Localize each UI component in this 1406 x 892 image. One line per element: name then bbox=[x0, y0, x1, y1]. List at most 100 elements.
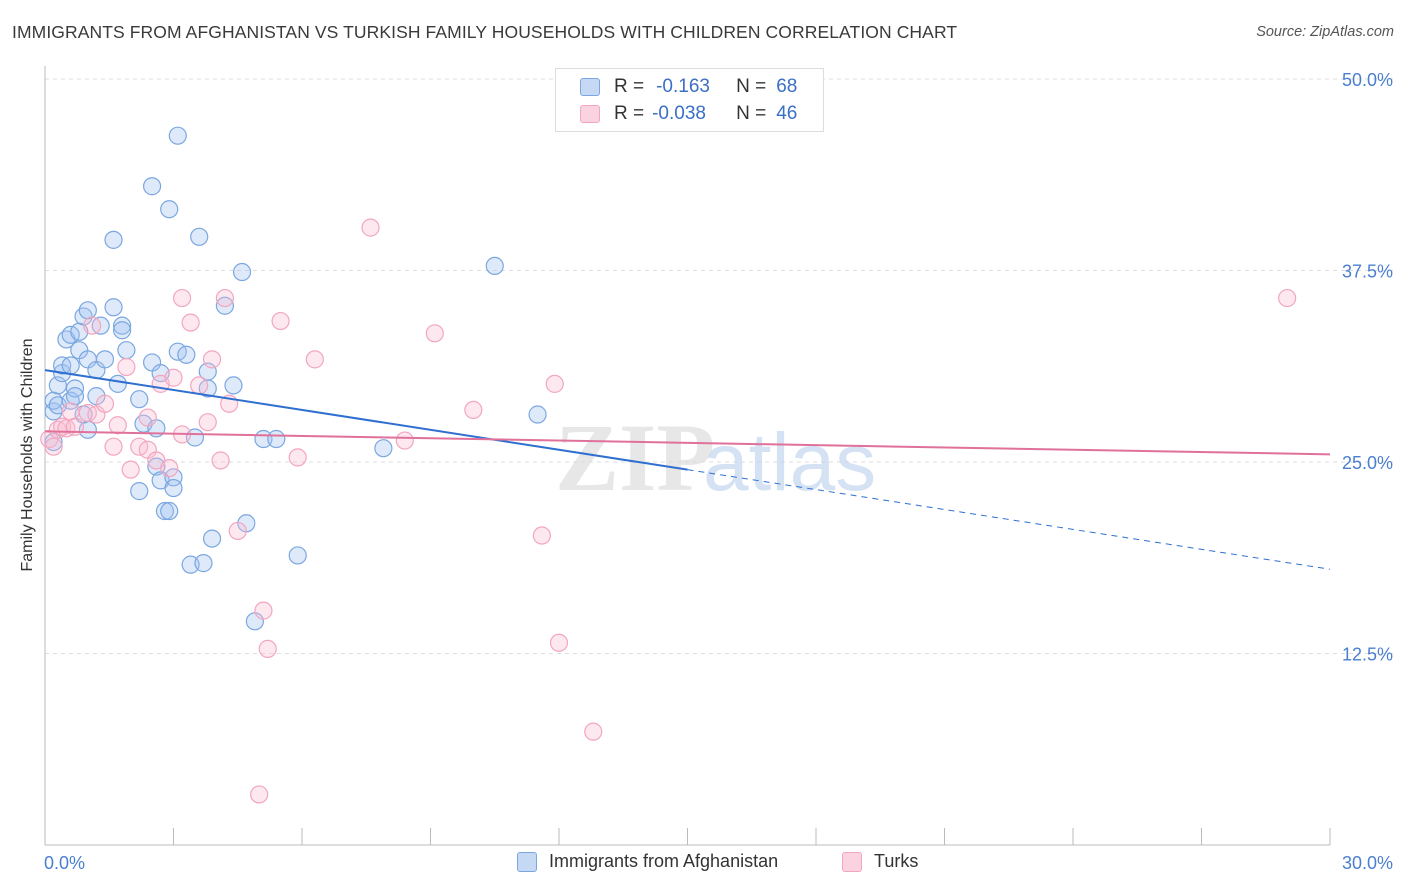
point-turks bbox=[198, 413, 217, 432]
point-turks bbox=[305, 350, 324, 369]
point-afghanistan bbox=[224, 376, 243, 395]
legend-n-label: N = bbox=[736, 76, 767, 97]
legend-item-turks: Turks bbox=[842, 851, 918, 872]
axes bbox=[44, 66, 1331, 846]
point-turks bbox=[271, 311, 290, 331]
point-turks bbox=[117, 357, 136, 377]
watermark-atlas: atlas bbox=[703, 417, 876, 508]
point-turks bbox=[121, 460, 140, 479]
point-turks bbox=[172, 288, 192, 308]
point-afghanistan bbox=[215, 296, 234, 315]
point-afghanistan bbox=[130, 482, 149, 501]
point-afghanistan bbox=[374, 439, 393, 458]
legend-r-label: R = bbox=[614, 103, 645, 124]
point-turks bbox=[211, 451, 230, 470]
y-tick-label: 50.0% bbox=[1342, 70, 1393, 90]
point-afghanistan bbox=[160, 501, 179, 521]
point-afghanistan bbox=[194, 554, 213, 573]
stats-legend: R = -0.163 N = 68 R = -0.038 N = 46 bbox=[555, 68, 824, 132]
watermark-zip: ZIP bbox=[555, 404, 715, 511]
grid-lines bbox=[45, 78, 1395, 654]
point-turks bbox=[61, 402, 80, 421]
y-tick-label: 25.0% bbox=[1342, 453, 1393, 473]
point-turks bbox=[83, 316, 102, 335]
legend-n-label: N = bbox=[736, 103, 767, 124]
point-turks bbox=[464, 400, 483, 420]
point-afghanistan bbox=[190, 227, 209, 246]
legend-n-value: 46 bbox=[776, 103, 798, 124]
point-turks bbox=[545, 374, 564, 393]
legend-row-afghanistan: R = -0.163 N = 68 bbox=[580, 76, 797, 98]
point-turks bbox=[228, 521, 247, 541]
point-afghanistan bbox=[155, 501, 175, 521]
point-afghanistan bbox=[164, 468, 183, 487]
point-afghanistan bbox=[288, 546, 307, 565]
point-afghanistan bbox=[104, 298, 123, 317]
point-turks bbox=[160, 459, 179, 478]
point-afghanistan bbox=[267, 429, 286, 449]
legend-swatch-turks bbox=[842, 851, 862, 872]
legend-r-label: R = bbox=[614, 76, 645, 97]
point-turks bbox=[361, 218, 380, 237]
point-turks bbox=[202, 350, 222, 369]
point-afghanistan bbox=[164, 478, 183, 498]
legend-label-turks: Turks bbox=[874, 851, 919, 871]
x-tick-label: 0.0% bbox=[44, 853, 85, 873]
point-turks bbox=[138, 408, 157, 427]
point-afghanistan bbox=[142, 177, 162, 196]
point-afghanistan bbox=[112, 321, 132, 340]
point-turks bbox=[395, 431, 414, 450]
chart-title: IMMIGRANTS FROM AFGHANISTAN VS TURKISH F… bbox=[12, 22, 958, 42]
point-afghanistan bbox=[160, 200, 179, 219]
point-turks bbox=[215, 288, 234, 308]
series-legend: Immigrants from Afghanistan Turks bbox=[0, 851, 1406, 879]
trend-line-turks bbox=[44, 430, 1331, 456]
point-turks bbox=[425, 324, 444, 343]
point-afghanistan bbox=[485, 256, 504, 276]
point-turks bbox=[181, 313, 200, 332]
point-turks bbox=[104, 437, 123, 456]
legend-n-value: 68 bbox=[776, 76, 798, 97]
point-afghanistan bbox=[65, 387, 85, 406]
tick-labels: 12.5% 25.0% 37.5% 50.0% 0.0% 30.0% bbox=[44, 70, 1393, 873]
point-turks bbox=[549, 633, 569, 652]
point-afghanistan bbox=[177, 345, 196, 364]
point-afghanistan bbox=[95, 350, 115, 369]
legend-swatch-turks bbox=[580, 105, 600, 123]
y-tick-label: 37.5% bbox=[1342, 262, 1393, 282]
source-label: Source: ZipAtlas.com bbox=[1256, 24, 1394, 40]
point-turks bbox=[190, 376, 209, 395]
trend-lines bbox=[44, 369, 1331, 570]
point-afghanistan bbox=[78, 301, 97, 320]
point-afghanistan bbox=[65, 379, 85, 398]
point-afghanistan bbox=[104, 230, 123, 249]
point-turks bbox=[288, 448, 307, 467]
legend-swatch-afghanistan bbox=[580, 78, 600, 96]
point-afghanistan bbox=[117, 341, 136, 360]
data-points bbox=[40, 126, 1297, 804]
legend-r-value: -0.163 bbox=[656, 76, 710, 97]
point-turks bbox=[164, 368, 183, 387]
y-axis-label: Family Households with Children bbox=[19, 338, 36, 572]
point-afghanistan bbox=[112, 316, 132, 335]
x-tick-label: 30.0% bbox=[1342, 853, 1393, 873]
point-turks bbox=[108, 416, 127, 435]
point-turks bbox=[250, 785, 269, 804]
legend-row-turks: R = -0.038 N = 46 bbox=[580, 103, 797, 125]
trend-line-afghanistan-extension bbox=[687, 469, 1331, 570]
point-turks bbox=[584, 722, 603, 741]
point-turks bbox=[1278, 288, 1297, 308]
point-turks bbox=[95, 394, 115, 413]
legend-label-afghanistan: Immigrants from Afghanistan bbox=[549, 851, 779, 871]
y-tick-label: 12.5% bbox=[1342, 645, 1393, 665]
point-afghanistan bbox=[232, 262, 252, 282]
point-afghanistan bbox=[108, 374, 127, 393]
point-afghanistan bbox=[130, 390, 149, 409]
point-afghanistan bbox=[61, 356, 80, 375]
point-turks bbox=[532, 526, 551, 545]
point-afghanistan bbox=[168, 126, 187, 145]
point-turks bbox=[254, 601, 273, 620]
point-afghanistan bbox=[528, 405, 547, 424]
watermark: ZIP atlas bbox=[555, 404, 876, 511]
